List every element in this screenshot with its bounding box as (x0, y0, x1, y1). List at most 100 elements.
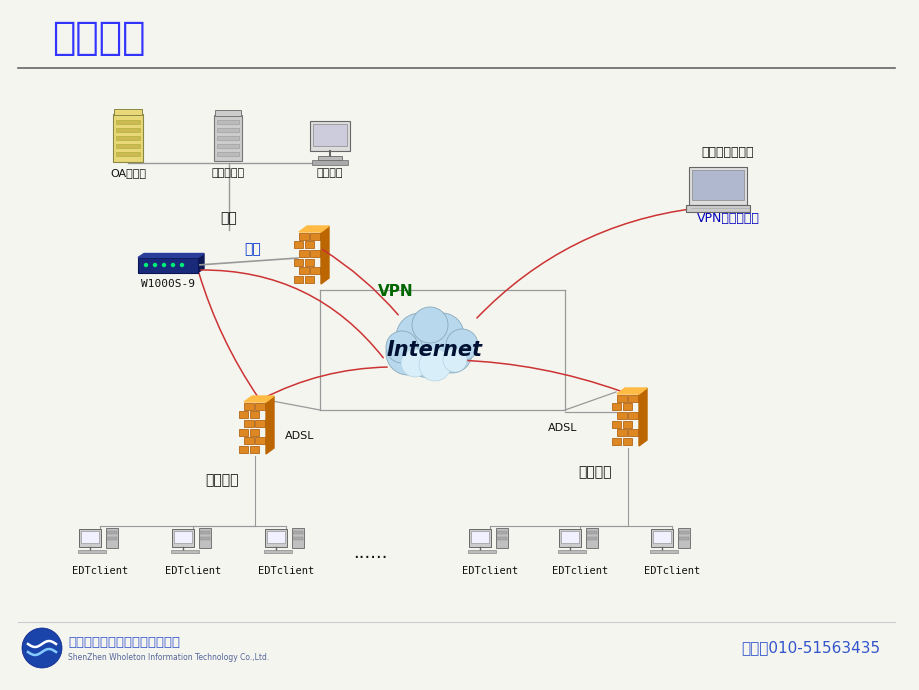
Bar (617, 395, 627, 402)
Polygon shape (321, 226, 329, 284)
Circle shape (432, 333, 471, 373)
Bar (138, 257, 198, 273)
Text: W1000S-9: W1000S-9 (141, 279, 195, 289)
Bar (559, 529, 581, 547)
Bar (291, 528, 303, 548)
Text: 网络布置: 网络布置 (52, 19, 145, 57)
Bar (81, 531, 99, 543)
Text: VPN移动客户端: VPN移动客户端 (696, 213, 758, 226)
Bar (239, 446, 248, 453)
Bar (199, 528, 210, 548)
Bar (622, 403, 632, 411)
Bar (116, 144, 140, 148)
Bar (116, 120, 140, 124)
Bar (691, 170, 743, 200)
Text: 接入的移动用户: 接入的移动用户 (701, 146, 754, 159)
Bar (311, 250, 320, 257)
Bar (267, 531, 285, 543)
Bar (199, 537, 210, 540)
Bar (250, 428, 259, 435)
Bar (558, 550, 585, 553)
Bar (628, 395, 637, 402)
Polygon shape (639, 388, 646, 446)
Bar (294, 276, 303, 283)
Bar (172, 529, 194, 547)
Circle shape (402, 322, 458, 378)
Bar (106, 528, 118, 548)
Bar (214, 115, 242, 161)
Bar (312, 160, 347, 165)
Bar (311, 267, 320, 275)
Bar (264, 550, 291, 553)
Text: ADSL: ADSL (548, 423, 577, 433)
Bar (107, 531, 117, 534)
Bar (650, 550, 677, 553)
Bar (78, 550, 106, 553)
Bar (586, 537, 596, 540)
Bar (292, 531, 302, 534)
Bar (652, 531, 670, 543)
Bar (496, 537, 506, 540)
Bar (79, 529, 101, 547)
Text: EDTclient: EDTclient (72, 566, 128, 576)
Bar (495, 528, 507, 548)
Text: EDTclient: EDTclient (551, 566, 607, 576)
Bar (217, 120, 239, 124)
Bar (651, 529, 673, 547)
Bar (305, 276, 314, 283)
Bar (686, 205, 749, 212)
Bar (292, 537, 302, 540)
Bar (116, 136, 140, 140)
Bar (469, 529, 491, 547)
Bar (688, 167, 746, 205)
Circle shape (22, 628, 62, 668)
Circle shape (180, 264, 183, 266)
Bar (468, 550, 495, 553)
Bar (294, 259, 303, 266)
Bar (300, 233, 309, 239)
Polygon shape (299, 226, 329, 232)
Bar (628, 429, 637, 436)
Bar (239, 428, 248, 435)
Circle shape (386, 331, 417, 363)
Polygon shape (138, 253, 204, 257)
Circle shape (163, 264, 165, 266)
Bar (217, 136, 239, 140)
Circle shape (443, 348, 467, 372)
Bar (116, 152, 140, 156)
Circle shape (153, 264, 156, 266)
Bar (677, 528, 689, 548)
Bar (244, 420, 254, 427)
Bar (585, 528, 597, 548)
Bar (586, 531, 596, 534)
Bar (628, 412, 637, 419)
Text: EDTclient: EDTclient (461, 566, 517, 576)
Circle shape (401, 349, 428, 377)
Bar (300, 267, 309, 275)
Text: ShenZhen Wholeton Information Technology Co.,Ltd.: ShenZhen Wholeton Information Technology… (68, 653, 269, 662)
Bar (312, 124, 346, 146)
Bar (215, 110, 241, 116)
Circle shape (171, 264, 175, 266)
Bar (255, 420, 265, 427)
Bar (611, 420, 621, 428)
Polygon shape (266, 396, 274, 454)
Text: 光纤: 光纤 (244, 242, 261, 257)
Bar (114, 109, 142, 115)
Circle shape (420, 313, 463, 357)
Bar (611, 438, 621, 445)
Bar (561, 531, 578, 543)
Bar (116, 128, 140, 132)
Bar (611, 403, 621, 411)
Bar (622, 420, 632, 428)
Polygon shape (244, 396, 274, 402)
Text: EDTclient: EDTclient (165, 566, 221, 576)
Bar (617, 412, 627, 419)
Text: Internet: Internet (387, 340, 482, 360)
Text: 其它服务器: 其它服务器 (211, 168, 244, 178)
Bar (305, 259, 314, 266)
Text: EDTclient: EDTclient (257, 566, 313, 576)
Polygon shape (198, 253, 204, 273)
Bar (199, 531, 210, 534)
Text: ADSL: ADSL (285, 431, 314, 441)
